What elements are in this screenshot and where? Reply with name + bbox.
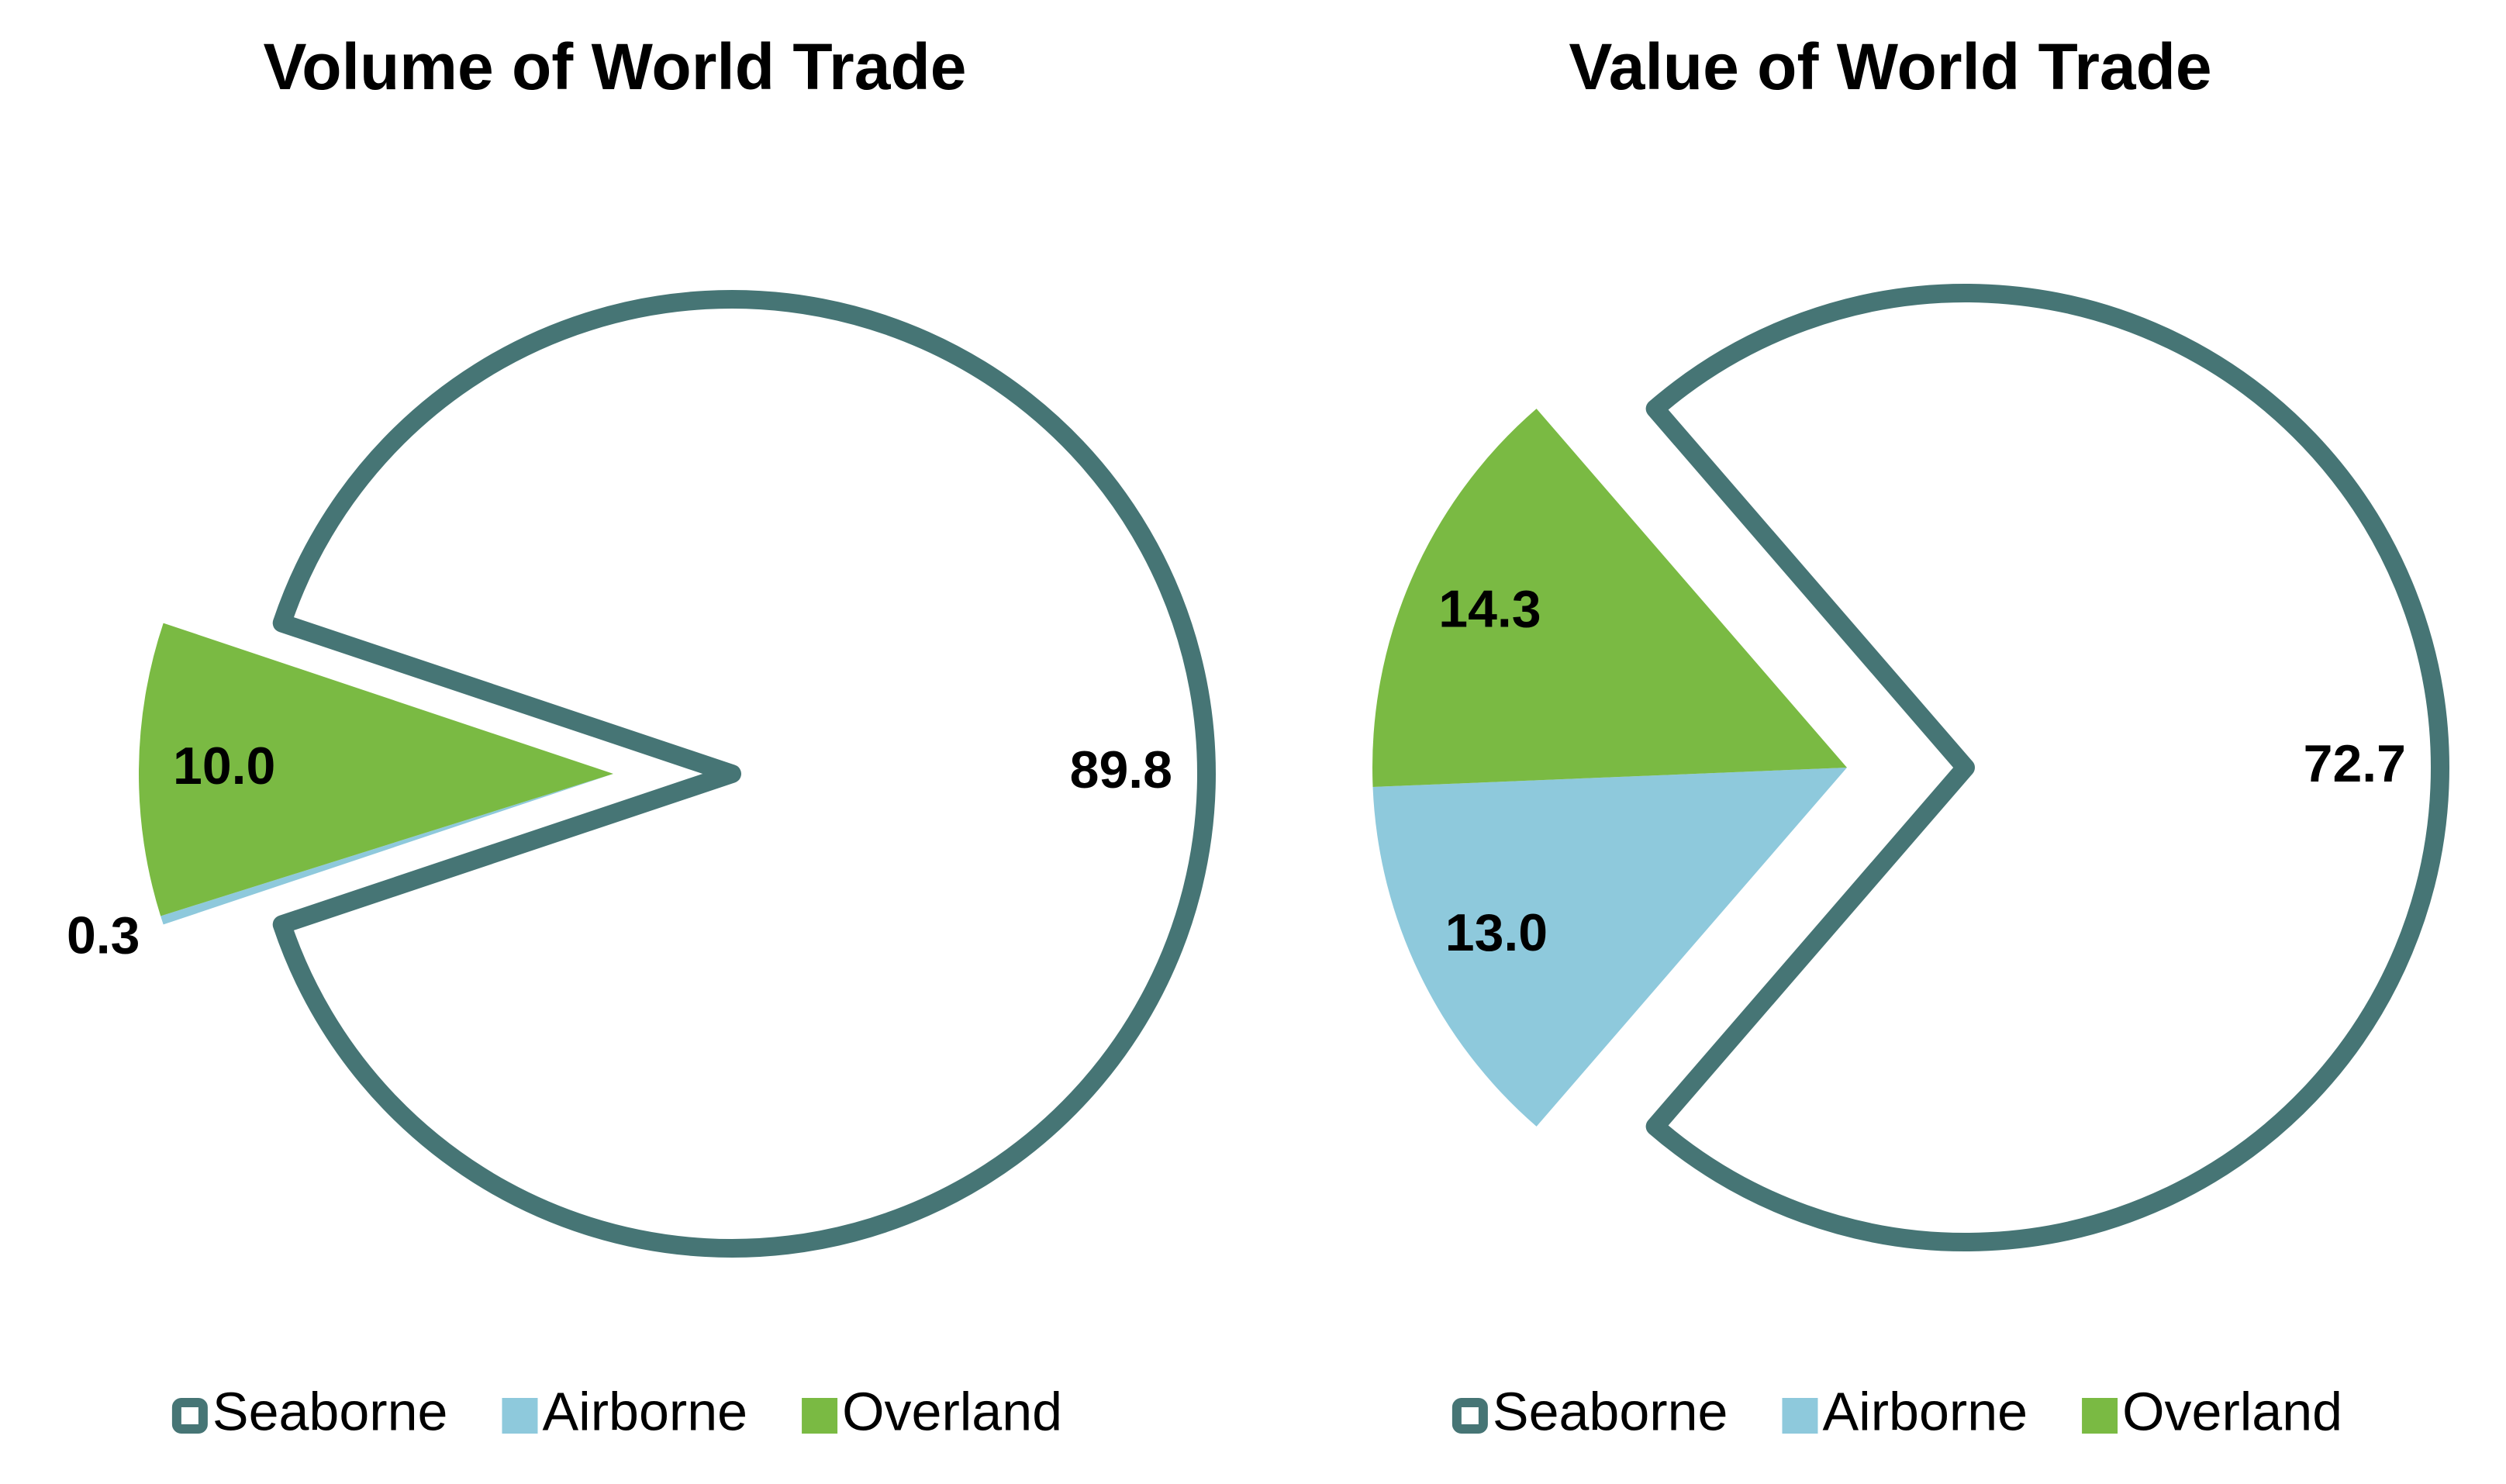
value-label: 10.0 — [173, 737, 275, 795]
chart-title: Volume of World Trade — [264, 30, 967, 103]
legend-label: Airborne — [542, 1381, 747, 1441]
legend-marker — [502, 1398, 538, 1434]
pie-slice — [1645, 284, 2449, 1251]
legend-label: Seaborne — [1493, 1381, 1728, 1441]
value-label: 13.0 — [1445, 903, 1548, 962]
legend-label: Overland — [842, 1381, 1062, 1441]
legend-label: Overland — [2122, 1381, 2342, 1441]
value-label: 14.3 — [1438, 580, 1541, 639]
legend-marker — [802, 1398, 838, 1434]
legend-marker — [1782, 1398, 1818, 1434]
legend-marker — [1451, 1398, 1488, 1434]
legend-marker — [171, 1398, 208, 1434]
pie-chart: Value of World Trade 72.7 13.0 14.3 Seaborne… — [1372, 30, 2449, 1441]
value-label: 89.8 — [1070, 740, 1172, 799]
pie-slice — [161, 774, 614, 925]
pie-slice — [1372, 768, 1847, 1127]
pie-chart: Volume of World Trade 89.8 0.3 10.0 Seaborne… — [67, 30, 1216, 1441]
value-label: 72.7 — [2304, 734, 2406, 793]
pie-slice — [139, 623, 614, 916]
legend: Seaborne Airborne Overland — [171, 1381, 1062, 1441]
legend: Seaborne Airborne Overland — [1451, 1381, 2342, 1441]
legend-label: Airborne — [1822, 1381, 2028, 1441]
pie-slice — [1372, 409, 1847, 787]
legend-marker — [2082, 1398, 2118, 1434]
value-label: 0.3 — [67, 906, 140, 965]
chart-title: Value of World Trade — [1569, 30, 2211, 103]
pie-slice — [272, 290, 1216, 1258]
legend-label: Seaborne — [212, 1381, 448, 1441]
